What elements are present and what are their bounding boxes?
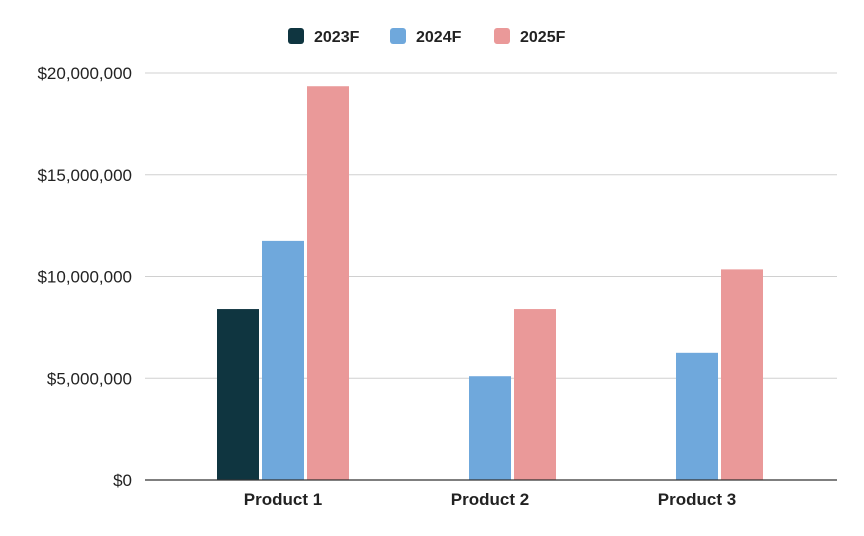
bars	[217, 86, 763, 480]
legend-label: 2023F	[314, 29, 360, 46]
y-tick-label: $0	[113, 471, 132, 490]
legend-swatch	[494, 28, 510, 44]
bar-2025f-product-2	[514, 309, 556, 480]
legend-label: 2025F	[520, 29, 566, 46]
x-tick-label: Product 1	[244, 490, 322, 509]
legend-label: 2024F	[416, 29, 462, 46]
bar-2024f-product-1	[262, 240, 304, 480]
x-tick-label: Product 3	[658, 490, 736, 509]
bar-2024f-product-3	[676, 352, 718, 480]
bar-2024f-product-2	[469, 376, 511, 480]
legend-swatch	[288, 28, 304, 44]
bar-2025f-product-3	[721, 269, 763, 480]
legend-swatch	[390, 28, 406, 44]
x-tick-label: Product 2	[451, 490, 529, 509]
bar-2025f-product-1	[307, 86, 349, 480]
legend: 2023F 2024F 2025F	[288, 28, 566, 46]
y-tick-label: $20,000,000	[37, 64, 132, 83]
bar-2023f-product-1	[217, 309, 259, 480]
y-tick-label: $5,000,000	[47, 369, 132, 388]
y-tick-label: $15,000,000	[37, 166, 132, 185]
y-tick-label: $10,000,000	[37, 268, 132, 287]
axes: $0 $5,000,000 $10,000,000 $15,000,000 $20,00…	[37, 64, 837, 509]
